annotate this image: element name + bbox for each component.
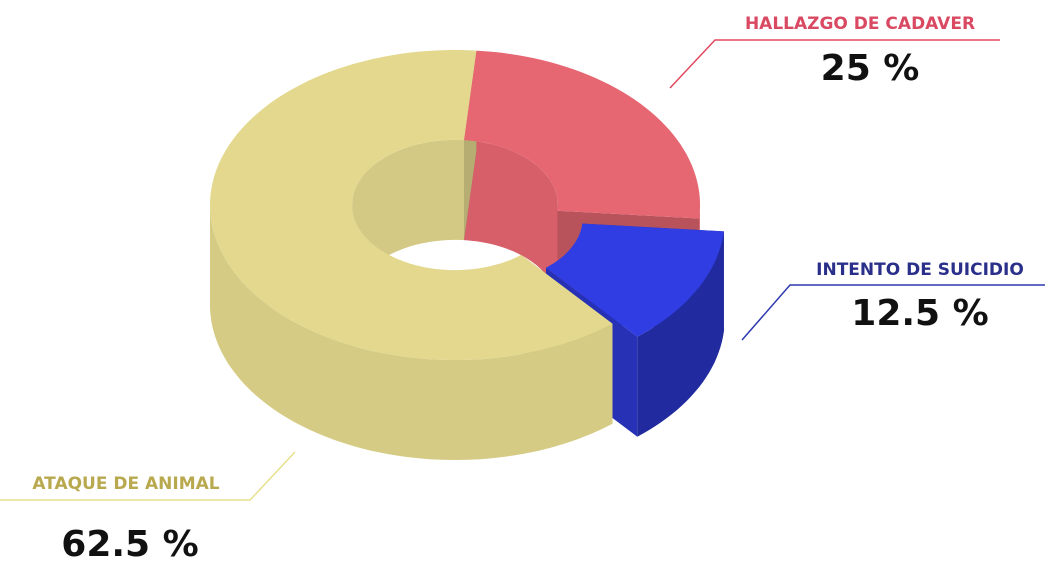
category-label: HALLAZGO DE CADAVER bbox=[745, 14, 975, 34]
outer-wall bbox=[637, 231, 724, 437]
outer-wall bbox=[210, 205, 613, 460]
value-label: 62.5 % bbox=[61, 524, 198, 565]
value-label: 25 % bbox=[821, 48, 920, 89]
slice bbox=[546, 223, 724, 337]
inner-wall bbox=[464, 140, 558, 305]
leader-line bbox=[669, 39, 1000, 89]
slice bbox=[464, 50, 700, 219]
category-label: ATAQUE DE ANIMAL bbox=[32, 474, 219, 494]
value-label: 12.5 % bbox=[851, 293, 988, 334]
inner-wall bbox=[352, 139, 464, 305]
slice bbox=[210, 50, 613, 360]
category-label: INTENTO DE SUICIDIO bbox=[816, 260, 1024, 280]
leader-line bbox=[741, 284, 1045, 341]
leader-line bbox=[0, 451, 296, 501]
